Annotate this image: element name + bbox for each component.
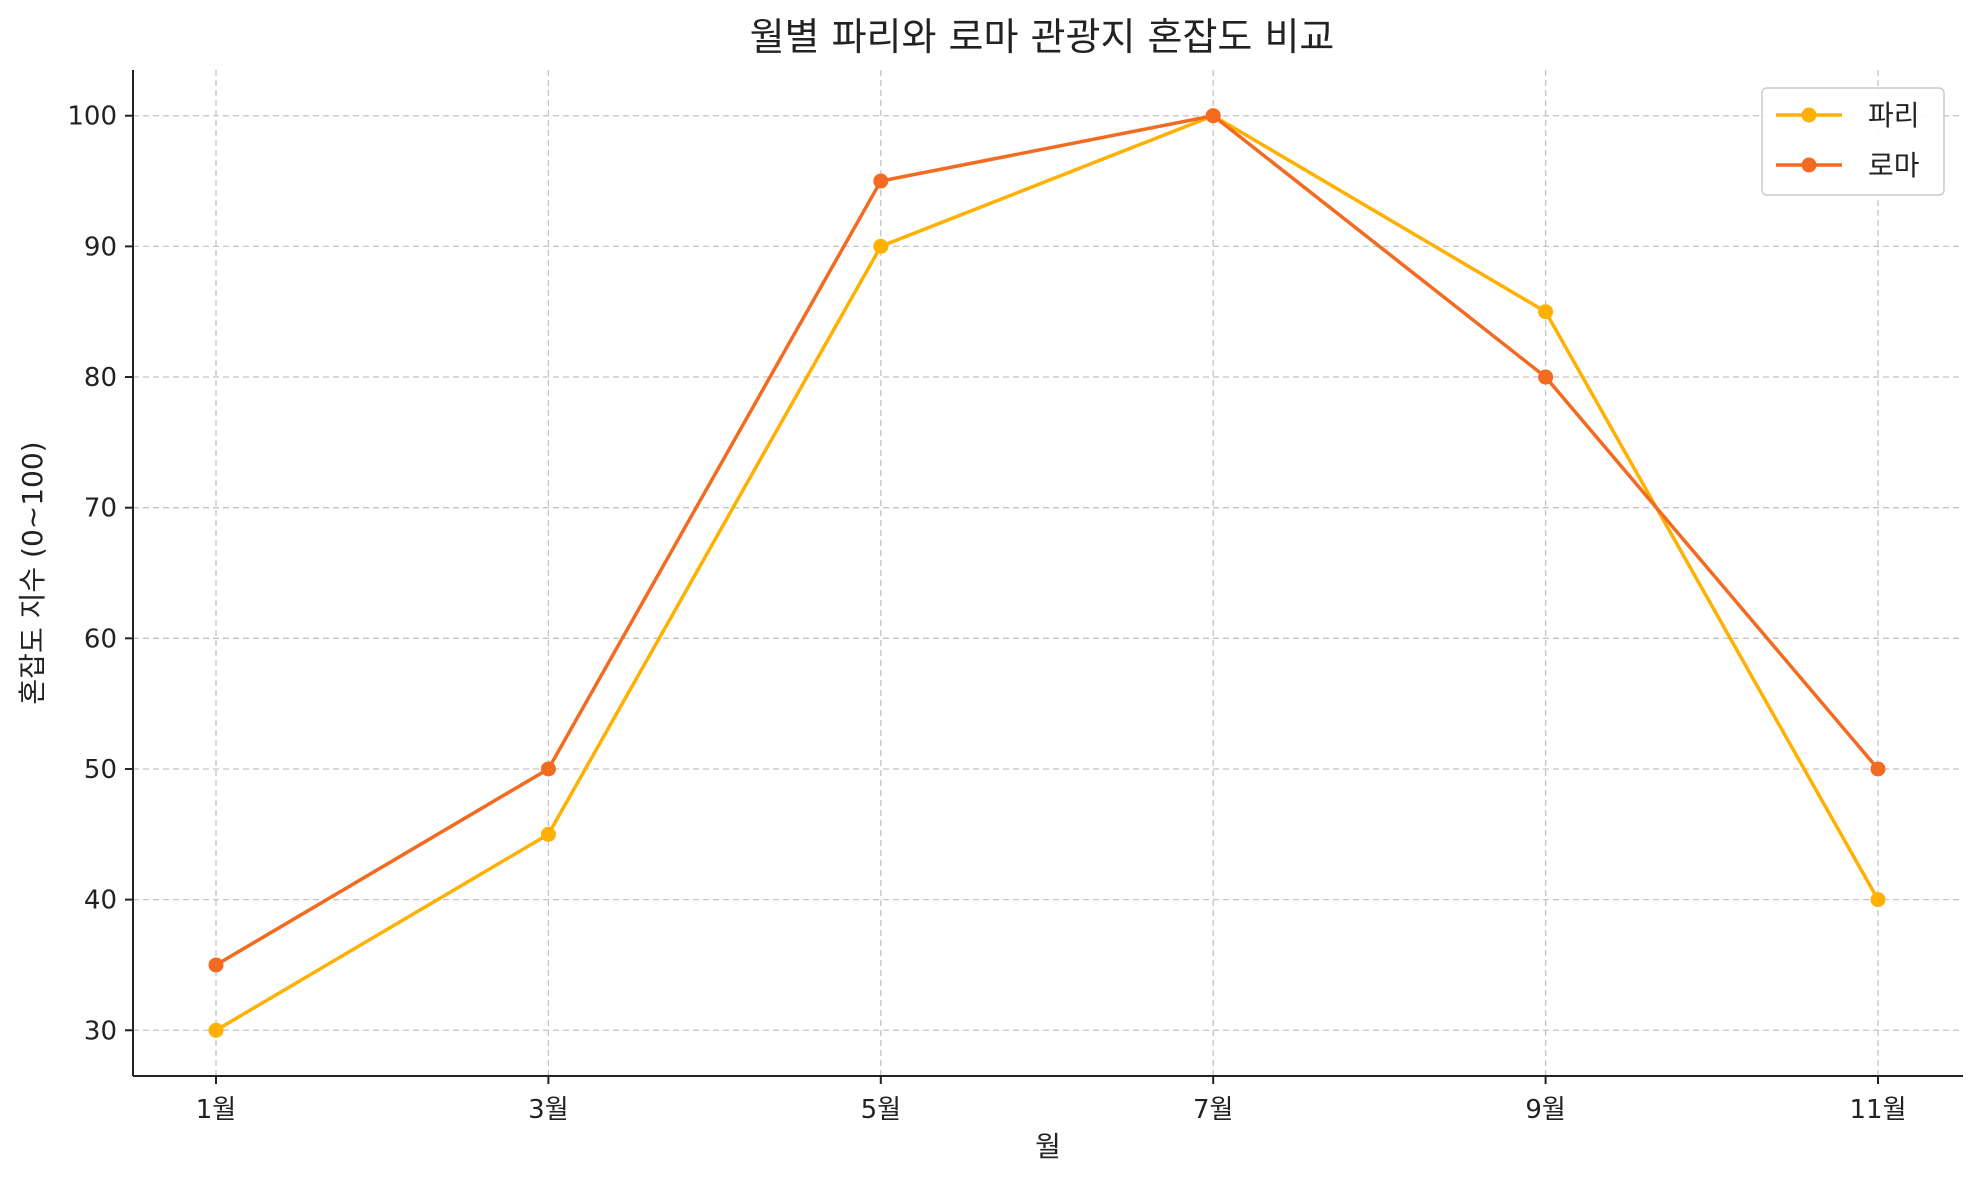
y-tick-label: 40: [84, 886, 117, 916]
data-point: [1205, 108, 1221, 124]
legend-label: 파리: [1868, 99, 1920, 132]
series-1: [208, 108, 1886, 973]
data-point: [873, 173, 889, 189]
series-line: [214, 113, 1880, 1033]
series: [208, 108, 1886, 1038]
y-tick-label: 90: [84, 232, 117, 262]
x-tick-label: 9월: [1525, 1095, 1565, 1125]
x-tick-label: 3월: [528, 1095, 568, 1125]
legend-item: 파리: [1776, 99, 1920, 132]
axes: [132, 70, 1963, 1077]
data-point: [208, 957, 224, 973]
data-point: [208, 1022, 224, 1038]
series-line: [214, 113, 1880, 967]
series-0: [208, 108, 1886, 1038]
y-tick-label: 60: [84, 624, 117, 654]
y-tick-label: 100: [67, 102, 117, 132]
y-tick-label: 70: [84, 494, 117, 524]
grid: [133, 70, 1963, 1076]
data-point: [873, 238, 889, 254]
legend-marker: [1801, 107, 1817, 123]
chart-title: 월별 파리와 로마 관광지 혼잡도 비교: [750, 15, 1335, 59]
y-tick-label: 50: [84, 755, 117, 785]
x-tick-label: 5월: [861, 1095, 901, 1125]
y-tick-label: 80: [84, 363, 117, 393]
legend-item: 로마: [1776, 149, 1920, 182]
data-point: [540, 826, 556, 842]
x-axis-ticks: 1월 3월 5월 7월 9월 11월: [196, 1076, 1907, 1125]
data-point: [1870, 892, 1886, 908]
data-point: [540, 761, 556, 777]
x-tick-label: 1월: [196, 1095, 236, 1125]
y-axis-label: 혼잡도 지수 (0~100): [16, 441, 49, 704]
y-tick-label: 30: [84, 1016, 117, 1046]
x-tick-label: 7월: [1193, 1095, 1233, 1125]
data-point: [1538, 304, 1554, 320]
y-axis-ticks: 30 40 50 60 70 80 90 100: [67, 102, 133, 1046]
data-point: [1870, 761, 1886, 777]
legend-marker: [1801, 157, 1817, 173]
legend-label: 로마: [1868, 149, 1920, 182]
data-point: [1538, 369, 1554, 385]
x-axis-label: 월: [1035, 1130, 1061, 1163]
x-tick-label: 11월: [1849, 1095, 1906, 1125]
